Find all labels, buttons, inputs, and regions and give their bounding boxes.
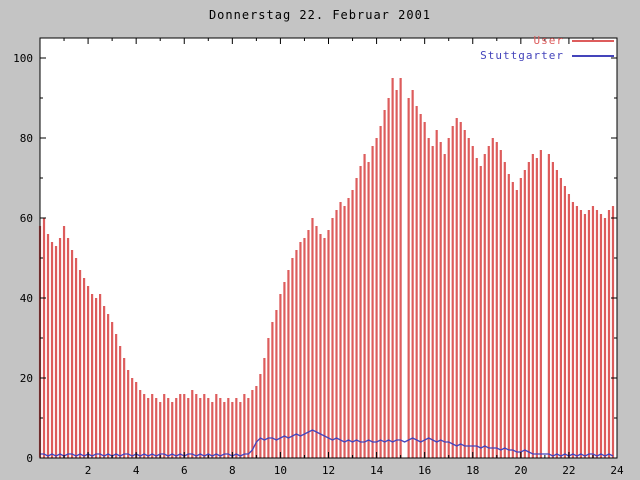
svg-text:20: 20 bbox=[514, 464, 527, 477]
svg-text:2: 2 bbox=[85, 464, 92, 477]
svg-text:10: 10 bbox=[274, 464, 287, 477]
svg-text:4: 4 bbox=[133, 464, 140, 477]
svg-text:14: 14 bbox=[370, 464, 384, 477]
svg-text:20: 20 bbox=[20, 372, 33, 385]
svg-text:22: 22 bbox=[562, 464, 575, 477]
svg-text:0: 0 bbox=[26, 452, 33, 465]
chart-title: Donnerstag 22. Februar 2001 bbox=[208, 8, 432, 22]
legend-line-stuttgarter bbox=[572, 54, 614, 57]
svg-text:12: 12 bbox=[322, 464, 335, 477]
svg-text:8: 8 bbox=[229, 464, 236, 477]
legend: User Stuttgarter bbox=[480, 33, 614, 63]
legend-label-user: User bbox=[533, 34, 564, 47]
legend-item-user: User bbox=[480, 33, 614, 48]
svg-text:16: 16 bbox=[418, 464, 431, 477]
svg-text:80: 80 bbox=[20, 132, 33, 145]
svg-text:100: 100 bbox=[13, 52, 33, 65]
legend-label-stuttgarter: Stuttgarter bbox=[480, 49, 564, 62]
legend-item-stuttgarter: Stuttgarter bbox=[480, 48, 614, 63]
svg-text:60: 60 bbox=[20, 212, 33, 225]
svg-text:40: 40 bbox=[20, 292, 33, 305]
legend-line-user bbox=[572, 39, 614, 42]
svg-text:18: 18 bbox=[466, 464, 479, 477]
svg-text:24: 24 bbox=[610, 464, 624, 477]
svg-text:6: 6 bbox=[181, 464, 188, 477]
